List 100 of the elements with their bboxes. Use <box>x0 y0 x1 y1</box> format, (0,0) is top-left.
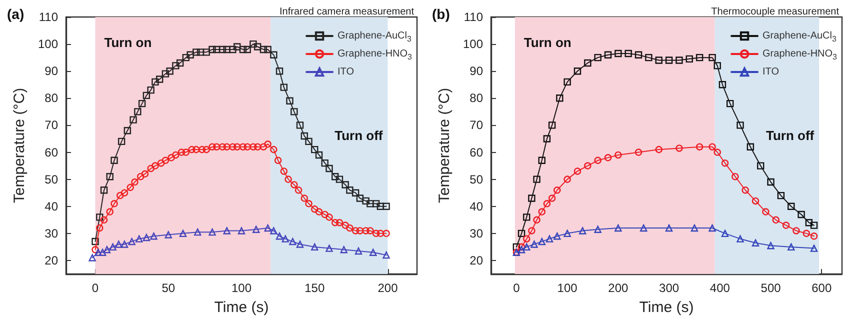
x-tick-label: 100 <box>557 281 578 295</box>
point <box>655 56 662 64</box>
point <box>131 178 138 186</box>
point <box>311 243 318 251</box>
point <box>218 143 226 150</box>
point <box>762 208 770 216</box>
point <box>362 227 370 234</box>
point <box>238 227 246 234</box>
point <box>721 230 729 238</box>
band-label: Turn on <box>104 35 152 50</box>
point <box>157 159 165 167</box>
point <box>96 214 104 221</box>
point <box>352 189 360 196</box>
point <box>136 173 144 180</box>
x-tick-label: 50 <box>162 281 176 295</box>
point <box>188 146 196 154</box>
point <box>128 238 136 246</box>
point <box>142 234 150 242</box>
point <box>665 56 673 64</box>
point <box>100 186 108 194</box>
point <box>556 94 564 102</box>
point <box>578 227 586 234</box>
point <box>802 230 810 238</box>
point <box>106 173 114 180</box>
point <box>798 210 805 218</box>
point <box>342 222 349 229</box>
point <box>676 144 683 152</box>
point <box>528 194 536 202</box>
point <box>788 202 795 210</box>
point <box>634 148 642 156</box>
point <box>326 214 333 221</box>
y-tick-label: 40 <box>470 199 484 214</box>
point <box>150 232 158 240</box>
point <box>366 200 374 208</box>
point <box>340 246 348 254</box>
point <box>186 51 194 58</box>
point <box>296 122 304 129</box>
point <box>584 162 592 170</box>
point <box>554 186 561 194</box>
point <box>382 251 390 259</box>
point <box>690 224 698 232</box>
point <box>141 170 149 178</box>
point <box>736 235 744 242</box>
y-tick-label: 70 <box>44 118 58 132</box>
point <box>126 184 134 192</box>
x-tick-label: 600 <box>812 281 832 295</box>
y-tick-label: 90 <box>470 64 484 78</box>
point <box>254 143 262 150</box>
point <box>372 230 380 238</box>
point <box>714 148 721 156</box>
point <box>574 168 582 175</box>
point <box>156 76 164 83</box>
point <box>166 68 174 75</box>
point <box>152 162 159 170</box>
point <box>665 224 673 232</box>
point <box>234 43 241 50</box>
point <box>523 235 530 242</box>
point <box>234 143 241 150</box>
point <box>239 46 247 54</box>
point <box>138 100 146 108</box>
point <box>372 200 380 208</box>
point <box>198 146 206 154</box>
x-tick-label: 100 <box>231 281 252 295</box>
x-tick-label: 400 <box>710 281 730 295</box>
point <box>732 173 739 180</box>
point <box>296 240 304 248</box>
point <box>614 151 622 159</box>
chart-subtitle: Thermocouple measurement <box>711 6 840 18</box>
point <box>290 181 298 188</box>
point <box>276 232 284 240</box>
point <box>115 240 122 248</box>
point <box>604 154 612 162</box>
point <box>523 243 530 251</box>
point <box>118 138 126 146</box>
point <box>208 143 216 150</box>
point <box>176 59 184 67</box>
point <box>254 43 262 50</box>
point <box>792 227 800 234</box>
point <box>294 186 302 194</box>
point <box>134 108 142 116</box>
point <box>594 226 602 233</box>
point <box>554 232 561 240</box>
point <box>574 68 582 75</box>
point <box>752 197 760 205</box>
point <box>718 81 726 88</box>
y-tick-label: 50 <box>470 172 484 186</box>
point <box>564 78 571 86</box>
point <box>229 143 236 150</box>
chart-title: (b) <box>432 6 450 22</box>
point <box>172 151 180 159</box>
point <box>315 151 323 159</box>
point <box>208 46 216 54</box>
point <box>736 122 744 129</box>
point <box>356 227 364 234</box>
point <box>757 162 764 170</box>
point <box>584 59 592 67</box>
point <box>179 230 187 238</box>
point <box>290 108 298 116</box>
point <box>523 214 530 221</box>
point <box>655 146 662 154</box>
